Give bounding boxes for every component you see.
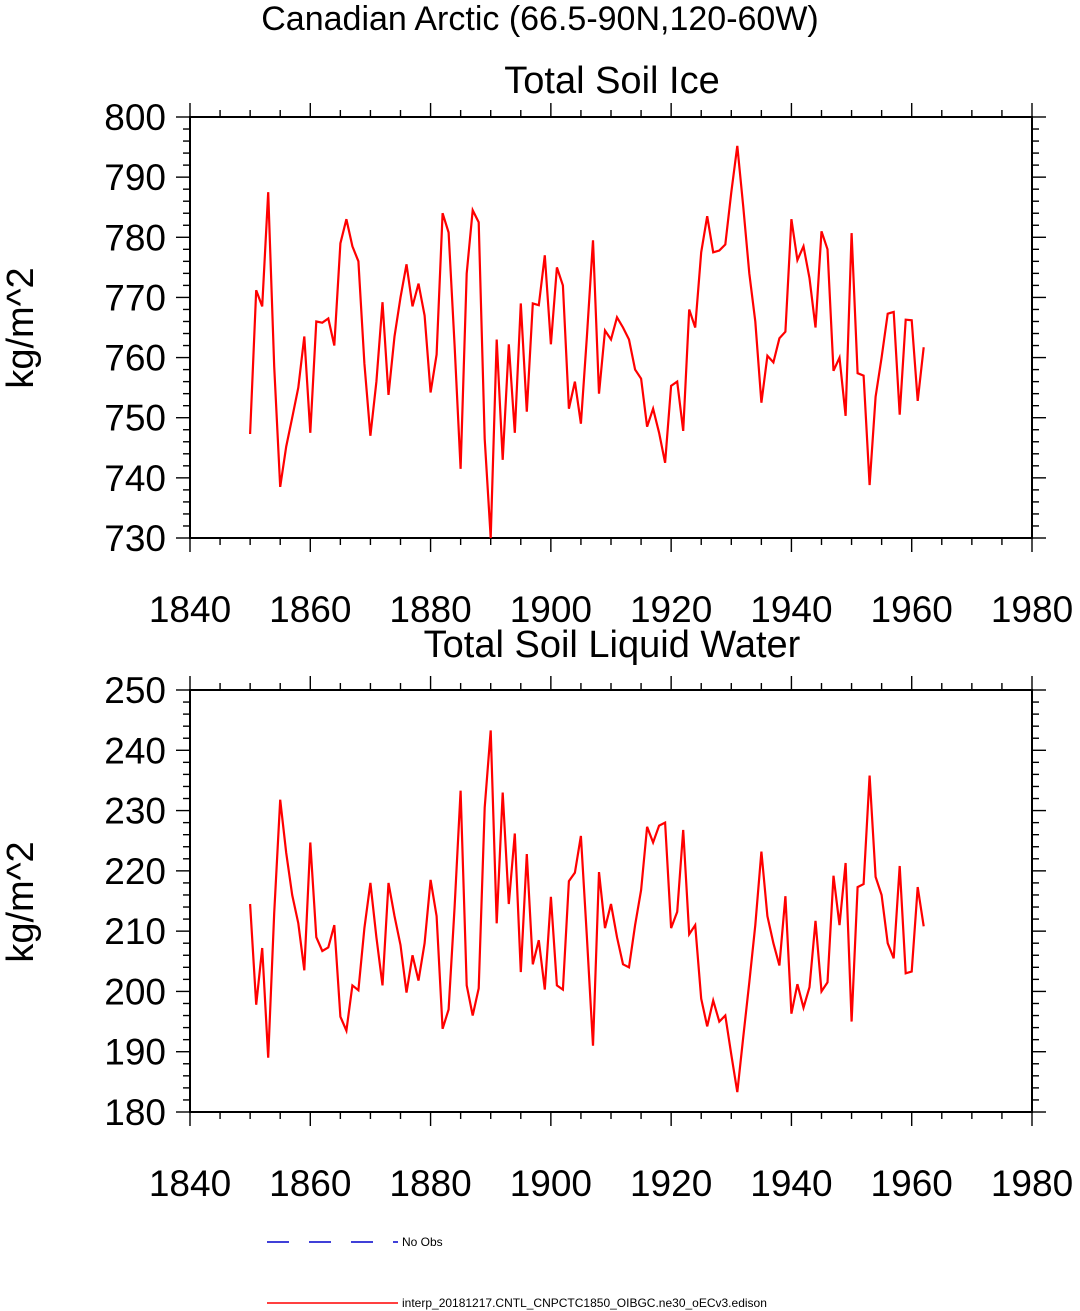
legend-no-obs-label: No Obs — [402, 1235, 443, 1249]
soil-liquid-water-y-tick-label: 250 — [104, 670, 166, 711]
soil-liquid-water-y-tick-label: 220 — [104, 851, 166, 892]
legend-model-label: interp_20181217.CNTL_CNPCTC1850_OIBGC.ne… — [402, 1296, 767, 1310]
soil-ice-x-tick-label: 1960 — [871, 589, 953, 630]
soil-liquid-water-y-tick-label: 200 — [104, 971, 166, 1012]
soil-liquid-water-plot-frame — [189, 689, 1033, 1113]
soil-liquid-water-x-tick-label: 1900 — [510, 1163, 592, 1204]
soil-ice-series-line — [249, 145, 925, 539]
soil-ice-y-tick-label: 800 — [104, 97, 166, 138]
soil-liquid-water-ticks — [176, 676, 1046, 1126]
soil-liquid-water-series-line — [249, 730, 925, 1093]
soil-ice-y-tick-label: 730 — [104, 518, 166, 559]
soil-ice-y-tick-label: 740 — [104, 458, 166, 499]
soil-ice-y-tick-label: 750 — [104, 398, 166, 439]
soil-ice-x-tick-label: 1860 — [269, 589, 351, 630]
soil-liquid-water-x-tick-label: 1840 — [149, 1163, 231, 1204]
soil-ice-x-tick-label: 1940 — [750, 589, 832, 630]
soil-ice-y-axis-label: kg/m^2 — [0, 267, 42, 388]
soil-ice-x-tick-label: 1920 — [630, 589, 712, 630]
soil-ice-x-tick-label: 1880 — [389, 589, 471, 630]
soil-liquid-water-x-tick-label: 1940 — [750, 1163, 832, 1204]
soil-liquid-water-y-axis-label: kg/m^2 — [0, 841, 42, 962]
soil-ice-ticks — [176, 103, 1046, 552]
soil-ice-x-tick-label: 1980 — [991, 589, 1073, 630]
page-title: Canadian Arctic (66.5-90N,120-60W) — [261, 0, 819, 38]
soil-ice-tick-labels: 730 740 750 760 770 780 790 800 1840 1860 1880 1900… — [104, 97, 1073, 630]
soil-liquid-water-x-tick-label: 1880 — [389, 1163, 471, 1204]
soil-ice-panel: Total Soil Ice kg/m^2 730 740 750 760 770 780… — [0, 60, 1073, 630]
soil-liquid-water-y-tick-label: 210 — [104, 911, 166, 952]
soil-liquid-water-panel: Total Soil Liquid Water kg/m^2 180 190 200… — [0, 624, 1073, 1204]
soil-ice-x-tick-label: 1840 — [149, 589, 231, 630]
legend: No Obs interp_20181217.CNTL_CNPCTC1850_O… — [267, 1235, 767, 1310]
soil-liquid-water-title: Total Soil Liquid Water — [424, 624, 801, 666]
soil-ice-y-tick-label: 760 — [104, 338, 166, 379]
soil-ice-y-tick-label: 770 — [104, 277, 166, 318]
soil-liquid-water-x-tick-label: 1860 — [269, 1163, 351, 1204]
soil-liquid-water-y-tick-label: 180 — [104, 1092, 166, 1133]
soil-liquid-water-y-tick-label: 240 — [104, 730, 166, 771]
soil-liquid-water-y-tick-label: 190 — [104, 1032, 166, 1073]
soil-liquid-water-x-tick-label: 1980 — [991, 1163, 1073, 1204]
soil-ice-y-tick-label: 790 — [104, 157, 166, 198]
soil-liquid-water-y-tick-label: 230 — [104, 791, 166, 832]
soil-liquid-water-tick-labels: 180 190 200 210 220 230 240 250 1840 1860 1880 1900… — [104, 670, 1073, 1204]
soil-liquid-water-x-tick-label: 1920 — [630, 1163, 712, 1204]
soil-ice-x-tick-label: 1900 — [510, 589, 592, 630]
soil-ice-title: Total Soil Ice — [504, 60, 719, 102]
soil-liquid-water-x-tick-label: 1960 — [871, 1163, 953, 1204]
soil-ice-y-tick-label: 780 — [104, 217, 166, 258]
